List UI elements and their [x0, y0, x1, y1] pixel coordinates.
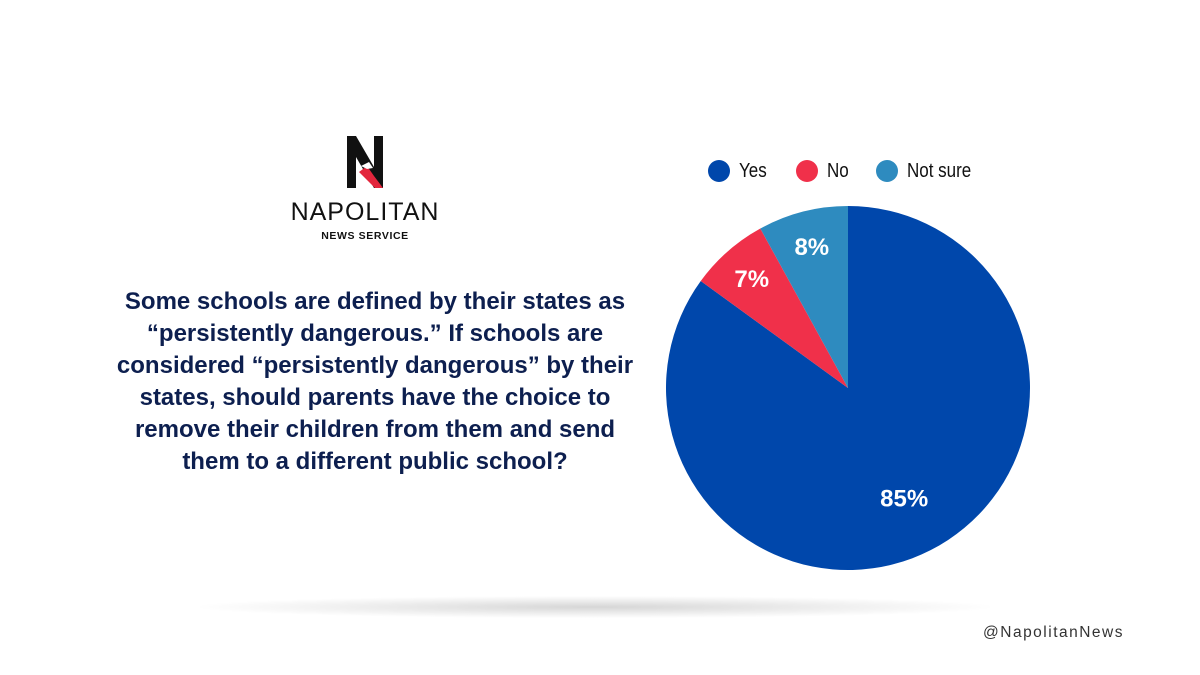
legend-label: No	[826, 159, 849, 182]
brand-name: NAPOLITAN	[290, 198, 440, 226]
poll-question: Some schools are defined by their states…	[116, 288, 634, 475]
slice-label: 85%	[880, 485, 928, 512]
card-shadow	[200, 596, 990, 618]
legend-item: Yes	[708, 160, 772, 183]
slice-label: 8%	[794, 234, 829, 261]
pie-slice-not-sure	[760, 206, 848, 388]
pie-slice-no	[700, 228, 848, 388]
legend-item: No	[795, 159, 853, 183]
legend-swatch	[708, 160, 730, 182]
social-handle: @NapolitanNews	[983, 624, 1124, 641]
brand-logo: NAPOLITAN NEWS SERVICE	[262, 136, 468, 242]
legend-label: Not sure	[907, 159, 972, 182]
legend-item: Not sure	[876, 160, 983, 183]
legend-swatch	[876, 160, 899, 182]
chart-legend: Yes No Not sure	[708, 158, 1007, 184]
legend-swatch	[795, 160, 818, 182]
napolitan-n-icon	[347, 136, 383, 188]
pie-chart: 85% 7% 8%	[666, 206, 1030, 570]
legend-label: Yes	[739, 159, 767, 182]
slice-label: 7%	[734, 266, 769, 293]
brand-subtitle: NEWS SERVICE	[321, 230, 409, 242]
